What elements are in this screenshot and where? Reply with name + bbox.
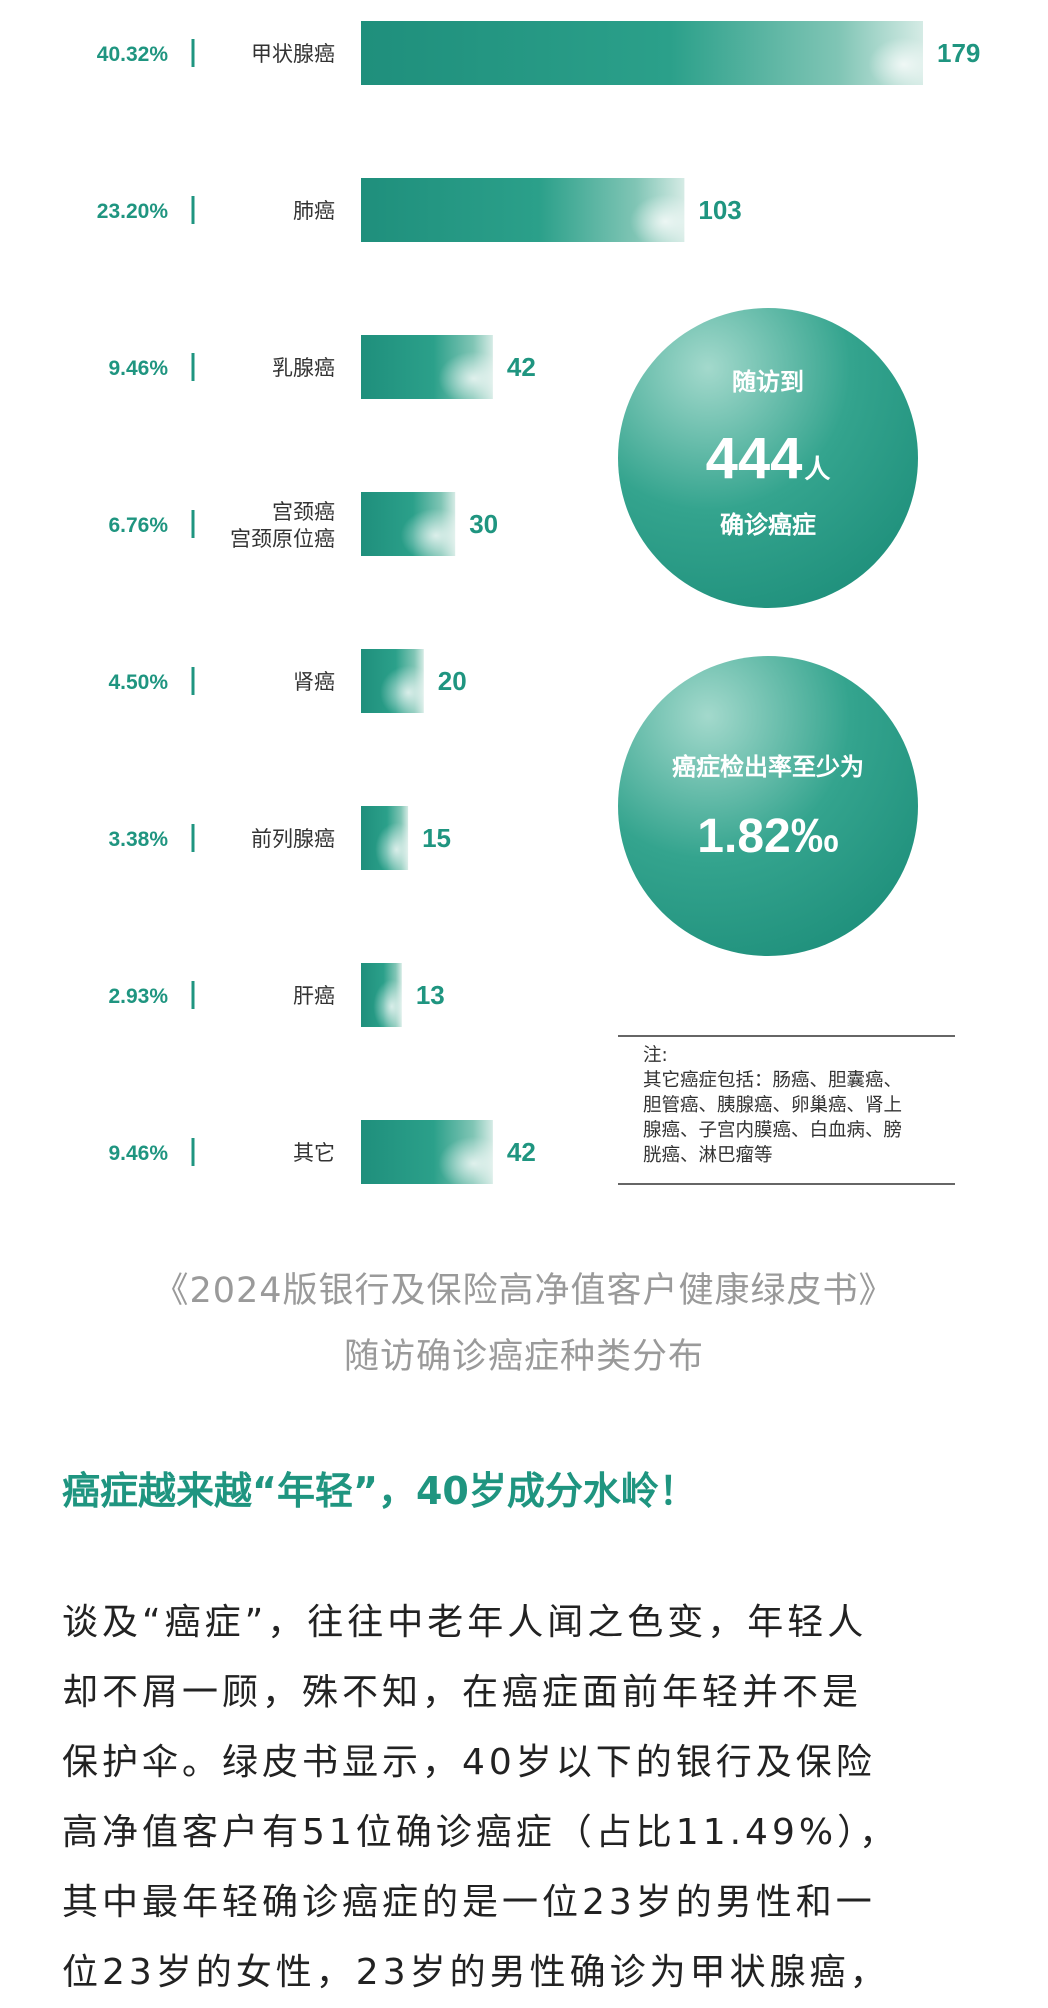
note-line-2: 胆管癌、胰腺癌、卵巢癌、肾上 (643, 1095, 902, 1116)
value-label: 30 (469, 509, 498, 539)
category-label: 其它 (293, 1141, 335, 1165)
bar (361, 21, 923, 85)
bar-highlight (375, 822, 418, 877)
percent-label: 9.46% (108, 1142, 168, 1165)
bar-highlight (438, 1136, 509, 1190)
category-label: 肺癌 (293, 199, 335, 223)
bars-layer: 40.32% 甲状腺癌 179 23.20% 肺癌 103 9.46% 乳腺癌 42 6.76% 宫… (97, 21, 980, 1190)
followup-line1: 随访到 (732, 368, 804, 396)
note-box: 注: 其它癌症包括：肠癌、胆囊癌、 胆管癌、胰腺癌、卵巢癌、肾上 腺癌、子宫内膜… (618, 1035, 955, 1185)
bar-highlight (629, 194, 701, 249)
value-label: 42 (507, 352, 536, 382)
followup-circle (618, 308, 918, 608)
detection-circle (618, 656, 918, 956)
percent-label: 3.38% (108, 828, 168, 851)
note-line-3: 腺癌、子宫内膜癌、白血病、膀 (643, 1120, 902, 1141)
bar-highlight (438, 351, 509, 406)
body-line-5: 其中最年轻确诊癌症的是一位23岁的男性和一 (62, 1882, 876, 1923)
followup-stat-circle: 随访到 444人 确诊癌症 (618, 308, 918, 608)
note-title: 注: (643, 1045, 668, 1066)
article-body: 谈及“癌症”，往往中老年人闻之色变，年轻人 却不屑一顾，殊不知，在癌症面前年轻并… (62, 1588, 1002, 2008)
bar-highlight (400, 508, 472, 563)
category-label: 宫颈癌宫颈原位癌 (230, 500, 335, 551)
category-label: 甲状腺癌 (251, 42, 335, 66)
percent-label: 23.20% (97, 200, 169, 223)
category-label: 前列腺癌 (251, 827, 335, 851)
detection-stat-circle: 癌症检出率至少为 1.82‰ (618, 656, 918, 956)
figure-caption-source: 《2024版银行及保险高净值客户健康绿皮书》 (153, 1271, 895, 1311)
body-line-6: 位23岁的女性，23岁的男性确诊为甲状腺癌， (62, 1952, 890, 1993)
category-label-line: 宫颈原位癌 (230, 527, 335, 551)
followup-number: 444 (706, 426, 803, 491)
body-line-3: 保护伞。绿皮书显示，40岁以下的银行及保险 (62, 1742, 876, 1783)
followup-unit: 人 (804, 455, 830, 485)
cancer-distribution-chart: 40.32% 甲状腺癌 179 23.20% 肺癌 103 9.46% 乳腺癌 42 6.76% 宫… (97, 21, 980, 1190)
note-line-4: 胱癌、淋巴瘤等 (643, 1145, 773, 1166)
bar (361, 178, 685, 242)
value-label: 42 (507, 1137, 536, 1167)
category-label: 肝癌 (293, 984, 335, 1008)
percent-label: 6.76% (108, 514, 168, 537)
bar-highlight (373, 979, 411, 1034)
value-label: 13 (416, 980, 445, 1010)
body-line-4: 高净值客户有51位确诊癌症（占比11.49%）， (62, 1812, 900, 1853)
percent-label: 2.93% (108, 985, 168, 1008)
category-label: 乳腺癌 (272, 356, 335, 380)
percent-label: 4.50% (108, 671, 168, 694)
bar-highlight (379, 665, 437, 720)
note-line-1: 其它癌症包括：肠癌、胆囊癌、 (643, 1070, 902, 1091)
percent-label: 9.46% (108, 357, 168, 380)
body-line-2: 却不屑一顾，殊不知，在癌症面前年轻并不是 (62, 1672, 863, 1713)
category-label-line: 宫颈癌 (272, 500, 335, 524)
value-label: 179 (937, 38, 980, 68)
value-label: 15 (422, 823, 451, 853)
detection-value: 1.82‰ (697, 810, 838, 863)
value-label: 103 (698, 195, 741, 225)
detection-label: 癌症检出率至少为 (672, 753, 864, 781)
followup-line3: 确诊癌症 (720, 511, 816, 539)
category-label: 肾癌 (293, 670, 335, 694)
section-heading: 癌症越来越“年轻”，40岁成分水岭！ (62, 1469, 697, 1513)
body-line-1: 谈及“癌症”，往往中老年人闻之色变，年轻人 (62, 1602, 868, 1643)
percent-label: 40.32% (97, 43, 169, 66)
bar-highlight (868, 37, 939, 92)
followup-number-text: 444人 (706, 426, 831, 491)
figure-caption-title: 随访确诊癌症种类分布 (343, 1337, 704, 1377)
value-label: 20 (438, 666, 467, 696)
